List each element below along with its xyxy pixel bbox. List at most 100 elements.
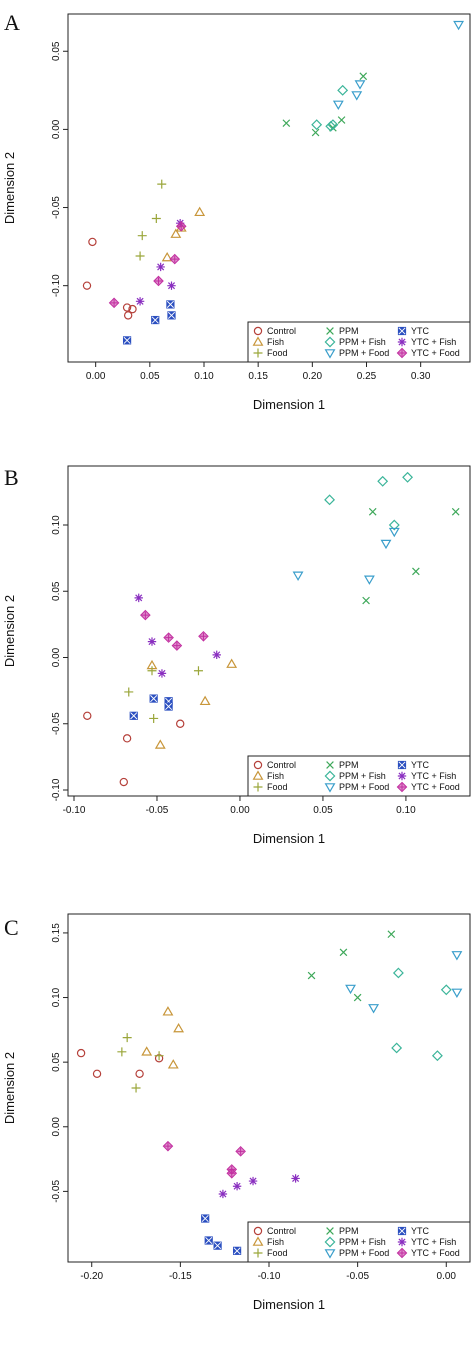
- data-point: [117, 1047, 127, 1057]
- legend-item: YTC + Fish: [397, 337, 456, 347]
- y-tick-label: 0.00: [51, 119, 62, 139]
- data-point: [291, 1174, 300, 1183]
- data-point: [162, 1006, 174, 1016]
- legend-box: [247, 321, 471, 363]
- legend-label: Fish: [267, 337, 284, 347]
- data-point: [162, 1140, 174, 1152]
- x-tick-label: 0.00: [86, 371, 106, 382]
- data-point: [402, 471, 414, 483]
- y-tick-label: 0.10: [51, 515, 62, 535]
- legend-item: YTC + Food: [396, 347, 460, 359]
- legend-item: PPM + Fish: [324, 336, 386, 348]
- data-point: [88, 237, 97, 247]
- legend-label: YTC: [411, 1226, 430, 1236]
- legend-label: YTC: [411, 760, 430, 770]
- x-tick-label: 0.25: [357, 371, 377, 382]
- x-tick-label: -0.05: [146, 805, 169, 816]
- legend-label: Control: [267, 760, 296, 770]
- legend-box: [247, 755, 471, 797]
- x-tick-label: 0.05: [140, 371, 160, 382]
- data-point: [232, 1182, 242, 1191]
- legend-marker: [324, 770, 336, 782]
- data-point: [156, 262, 165, 272]
- data-point: [194, 206, 206, 217]
- legend-label: Fish: [267, 771, 284, 781]
- legend-item: Food: [253, 782, 288, 792]
- series-food: [117, 1033, 164, 1093]
- data-point: [282, 119, 291, 127]
- panel-c: C -0.20 -0.15 -0.10 -0.05 0.00 -0.05 0.00 0.05 0.…: [2, 913, 471, 1312]
- data-point: [199, 695, 211, 706]
- legend-marker: [253, 1226, 263, 1236]
- data-point: [135, 297, 145, 306]
- y-tick-label: 0.00: [51, 1117, 62, 1137]
- data-point: [392, 967, 404, 979]
- series-control: [82, 237, 137, 320]
- x-tick-label: -0.20: [80, 1271, 103, 1282]
- data-point: [327, 119, 339, 131]
- data-point: [128, 304, 137, 314]
- data-point: [388, 527, 400, 538]
- y-tick-label: 0.15: [51, 923, 62, 943]
- series-ppm-food: [292, 527, 400, 585]
- legend-item: Food: [253, 1248, 288, 1258]
- data-point: [166, 300, 175, 309]
- series-ytc: [122, 300, 176, 345]
- data-point: [212, 650, 221, 660]
- data-point: [122, 1033, 132, 1043]
- data-point: [163, 632, 174, 643]
- legend-label: YTC + Fish: [411, 337, 456, 347]
- data-point: [173, 1022, 185, 1033]
- legend-label: YTC + Food: [411, 782, 460, 792]
- legend-item: PPM + Food: [324, 782, 389, 793]
- legend-marker: [324, 1249, 336, 1259]
- data-point: [353, 993, 362, 1002]
- data-point: [248, 1176, 258, 1186]
- legend-marker: [397, 760, 407, 770]
- data-point: [122, 303, 132, 312]
- data-point: [82, 281, 92, 290]
- y-tick-label: -0.10: [51, 274, 62, 297]
- data-point: [119, 777, 128, 787]
- legend-marker: [326, 327, 334, 335]
- legend-item: YTC: [397, 326, 430, 336]
- legend-item: PPM: [326, 326, 359, 336]
- data-point: [431, 1050, 443, 1062]
- legend-box: [247, 1221, 471, 1263]
- series-fish: [161, 206, 206, 262]
- data-point: [175, 220, 187, 232]
- data-point: [164, 702, 173, 711]
- legend-marker: [397, 771, 407, 781]
- data-point: [122, 734, 132, 743]
- x-tick-label: 0.00: [230, 805, 250, 816]
- data-point: [140, 609, 151, 621]
- legend-item: Control: [253, 1226, 296, 1236]
- data-point: [167, 281, 176, 290]
- data-point: [226, 658, 238, 668]
- data-point: [354, 80, 366, 90]
- data-point: [167, 311, 176, 320]
- data-point: [451, 507, 460, 516]
- data-point: [149, 713, 159, 723]
- data-point: [154, 1051, 164, 1061]
- legend-marker: [326, 1227, 334, 1235]
- data-point: [151, 213, 161, 223]
- data-point: [292, 571, 304, 581]
- data-point: [362, 596, 370, 605]
- data-point: [76, 1048, 86, 1058]
- legend-item: PPM + Food: [324, 1248, 389, 1259]
- legend-marker: [253, 348, 263, 358]
- series-ppm-food: [332, 20, 465, 110]
- data-point: [218, 1189, 228, 1199]
- data-point: [167, 1059, 179, 1069]
- data-point: [141, 1046, 153, 1056]
- y-tick-label: -0.05: [51, 196, 62, 219]
- series-ppm: [307, 930, 396, 1002]
- data-point: [451, 951, 463, 961]
- legend-item: YTC + Food: [396, 1247, 460, 1259]
- y-tick-label: -0.10: [51, 778, 62, 801]
- data-point: [92, 1069, 102, 1078]
- data-point: [171, 640, 183, 651]
- data-point: [391, 1042, 403, 1054]
- series-ytc: [129, 694, 173, 720]
